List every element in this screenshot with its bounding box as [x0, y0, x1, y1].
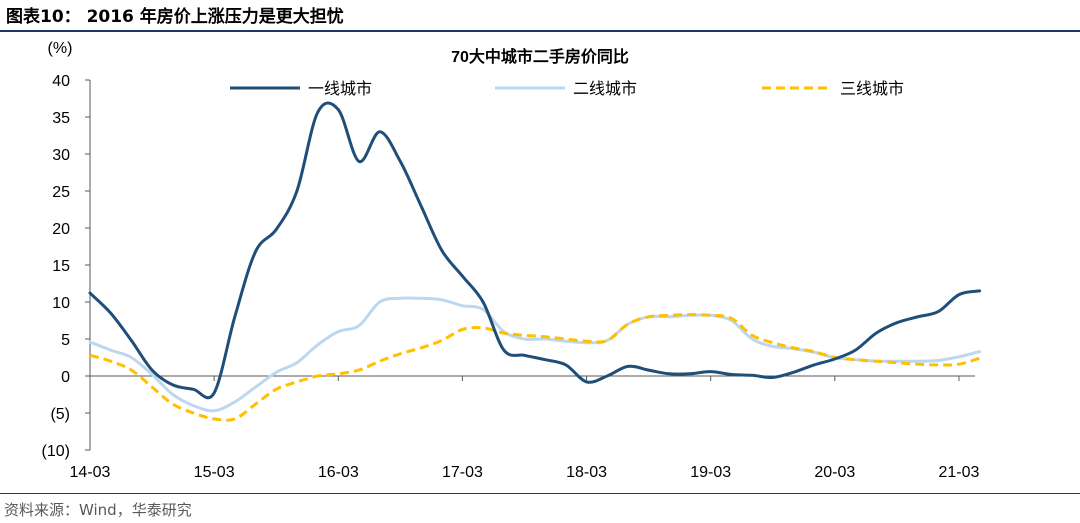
- y-tick-label: (10): [42, 443, 70, 460]
- x-tick-label: 17-03: [442, 464, 483, 481]
- bottom-rule: [0, 493, 1080, 494]
- top-rule: [0, 30, 1080, 32]
- figure-title: 图表10： 2016 年房价上涨压力是更大担忧: [6, 7, 344, 27]
- y-tick-label: 30: [52, 147, 70, 164]
- x-tick-label: 19-03: [690, 464, 731, 481]
- legend-label-2: 二线城市: [573, 80, 637, 98]
- chart-series: [88, 101, 982, 422]
- y-tick-label: 15: [52, 258, 70, 275]
- y-tick-label: 25: [52, 184, 70, 201]
- chart-axes: 40 35 30 25 20 15 10 5 0 (5) (10)14-03 15-03 16-03 17…: [42, 73, 980, 481]
- legend-label-3: 三线城市: [840, 80, 904, 98]
- x-tick-label: 21-03: [939, 464, 980, 481]
- source-note: 资料来源：Wind，华泰研究: [4, 501, 192, 519]
- y-tick-label: 0: [61, 369, 70, 386]
- chart-legend: 一线城市 二线城市 三线城市: [230, 80, 904, 98]
- y-tick-label: 35: [52, 110, 70, 127]
- y-tick-label: 5: [61, 332, 70, 349]
- series-line-3: [89, 313, 981, 422]
- y-tick-label: 10: [52, 295, 70, 312]
- x-tick-label: 18-03: [566, 464, 607, 481]
- series-line-1: [88, 101, 982, 400]
- line-chart: 40 35 30 25 20 15 10 5 0 (5) (10)14-03 15-03 16-03 17…: [42, 40, 982, 481]
- x-tick-label: 14-03: [70, 464, 111, 481]
- legend-label-1: 一线城市: [308, 80, 372, 98]
- y-tick-label: (5): [50, 406, 70, 423]
- x-tick-label: 20-03: [814, 464, 855, 481]
- y-tick-label: 40: [52, 73, 70, 90]
- chart-title: 70大中城市二手房价同比: [451, 47, 629, 66]
- x-tick-label: 15-03: [194, 464, 235, 481]
- x-tick-label: 16-03: [318, 464, 359, 481]
- y-axis-label: (%): [48, 40, 73, 57]
- y-tick-label: 20: [52, 221, 70, 238]
